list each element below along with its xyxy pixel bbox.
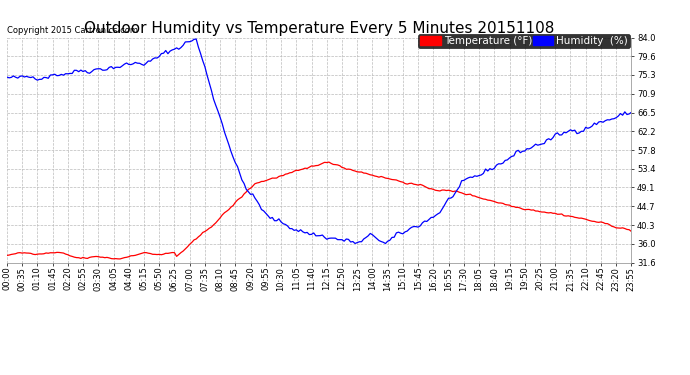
Legend: Temperature (°F), Humidity  (%): Temperature (°F), Humidity (%) xyxy=(418,34,630,48)
Title: Outdoor Humidity vs Temperature Every 5 Minutes 20151108: Outdoor Humidity vs Temperature Every 5 … xyxy=(84,21,554,36)
Text: Copyright 2015 Cartronics.com: Copyright 2015 Cartronics.com xyxy=(7,26,138,35)
